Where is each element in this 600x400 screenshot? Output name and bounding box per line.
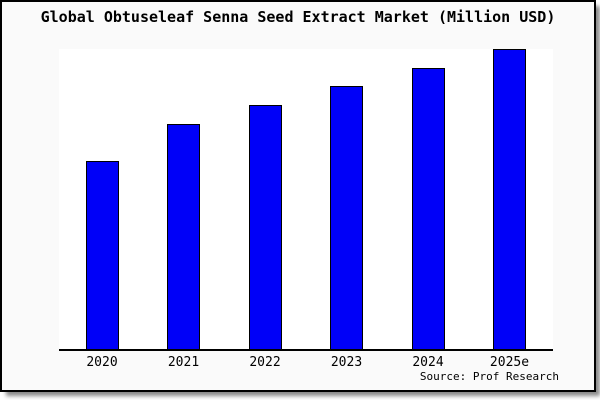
bar-2022 [248,105,282,349]
x-tick-label-2025e: 2025e [489,355,530,370]
x-tick-label-2023: 2023 [330,355,363,370]
source-note: Source: Prof Research [419,370,559,383]
x-tick-label-2024: 2024 [412,355,444,370]
x-tick-label-2021: 2021 [167,355,200,370]
bar-2023 [330,86,363,349]
bar-2020 [85,161,119,349]
x-tick-label-2022: 2022 [249,355,281,370]
bar-2021 [167,124,200,349]
x-tick-label-2020: 2020 [86,355,118,370]
chart-title: Global Obtuseleaf Senna Seed Extract Mar… [40,8,556,26]
bar-2024 [411,68,445,349]
bar-2025e [493,49,526,349]
plot-area [59,49,553,351]
chart-panel: Global Obtuseleaf Senna Seed Extract Mar… [0,0,596,392]
